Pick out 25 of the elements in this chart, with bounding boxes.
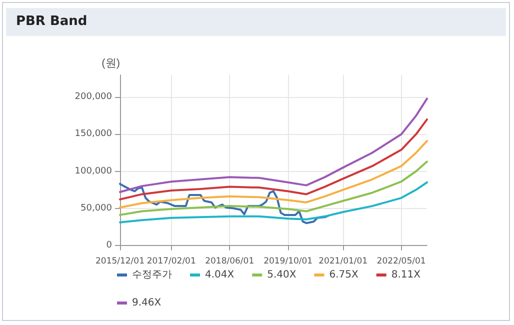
legend-label: 9.46X — [132, 298, 162, 308]
y-axis-title: (원) — [102, 58, 120, 70]
x-tick-label: 2015/12/01 — [96, 256, 144, 266]
legend-label: 8.11X — [391, 270, 421, 280]
y-tick-label: 50,000 — [80, 203, 112, 214]
legend-label: 5.40X — [267, 270, 296, 280]
legend-label: 수정주가 — [132, 270, 172, 280]
x-tick-label: 2018/06/01 — [205, 256, 254, 266]
line-series — [119, 182, 330, 224]
y-tick-label: 150,000 — [74, 129, 112, 140]
legend-label: 6.75X — [329, 270, 358, 280]
line-series — [119, 98, 428, 193]
x-tick-label: 2022/05/01 — [376, 256, 426, 266]
y-tick-label: 200,000 — [74, 92, 112, 102]
x-tick-label: 2019/10/01 — [264, 256, 313, 266]
x-tick-label: 2017/02/01 — [146, 256, 196, 266]
legend-label: 4.04X — [205, 270, 234, 280]
y-tick-label: 0 — [106, 240, 112, 250]
line-series — [119, 140, 428, 209]
y-tick-label: 100,000 — [74, 166, 112, 176]
line-series — [119, 181, 428, 224]
x-tick-label: 2021/01/01 — [318, 256, 368, 266]
line-series — [119, 160, 428, 216]
chart-title: PBR Band — [16, 14, 88, 29]
line-series — [119, 118, 428, 200]
